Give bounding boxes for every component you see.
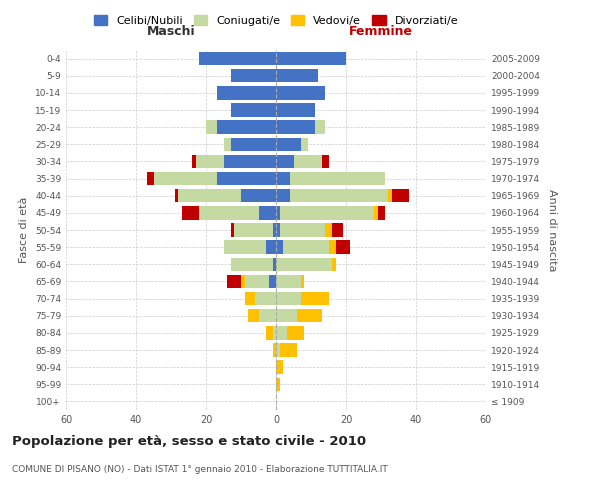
Bar — [332, 224, 343, 236]
Bar — [276, 120, 314, 134]
Bar — [276, 138, 301, 151]
Y-axis label: Anni di nascita: Anni di nascita — [547, 188, 557, 271]
Bar — [276, 104, 314, 117]
Legend: Celibi/Nubili, Coniugati/e, Vedovi/e, Divorziati/e: Celibi/Nubili, Coniugati/e, Vedovi/e, Di… — [89, 10, 463, 30]
Bar — [276, 224, 280, 236]
Bar — [276, 326, 287, 340]
Bar — [241, 189, 276, 202]
Bar — [175, 189, 178, 202]
Bar — [265, 326, 272, 340]
Bar — [272, 224, 276, 236]
Bar — [259, 206, 276, 220]
Y-axis label: Fasce di età: Fasce di età — [19, 197, 29, 263]
Bar — [217, 86, 276, 100]
Bar — [234, 224, 272, 236]
Bar — [154, 172, 217, 186]
Bar — [392, 189, 409, 202]
Bar — [223, 240, 265, 254]
Bar — [377, 206, 385, 220]
Bar — [276, 154, 293, 168]
Bar — [230, 258, 272, 271]
Bar — [276, 344, 280, 356]
Bar — [223, 154, 276, 168]
Bar — [255, 292, 276, 306]
Bar — [322, 154, 329, 168]
Bar — [245, 292, 255, 306]
Bar — [283, 240, 329, 254]
Text: Femmine: Femmine — [349, 25, 413, 38]
Bar — [276, 360, 283, 374]
Bar — [276, 206, 280, 220]
Bar — [182, 206, 199, 220]
Bar — [301, 292, 329, 306]
Bar — [272, 326, 276, 340]
Bar — [276, 69, 318, 82]
Bar — [374, 206, 377, 220]
Bar — [280, 344, 297, 356]
Bar — [276, 172, 290, 186]
Bar — [276, 258, 332, 271]
Bar — [335, 240, 349, 254]
Bar — [230, 69, 276, 82]
Bar — [230, 138, 276, 151]
Bar — [196, 154, 223, 168]
Bar — [259, 309, 276, 322]
Bar — [276, 274, 301, 288]
Bar — [245, 274, 269, 288]
Bar — [280, 224, 325, 236]
Bar — [276, 86, 325, 100]
Text: Popolazione per età, sesso e stato civile - 2010: Popolazione per età, sesso e stato civil… — [12, 435, 366, 448]
Text: Maschi: Maschi — [146, 25, 196, 38]
Bar — [314, 120, 325, 134]
Bar — [241, 274, 245, 288]
Bar — [290, 189, 388, 202]
Bar — [290, 172, 385, 186]
Bar — [230, 104, 276, 117]
Bar — [223, 138, 230, 151]
Bar — [230, 224, 234, 236]
Bar — [276, 309, 297, 322]
Bar — [388, 189, 392, 202]
Bar — [227, 274, 241, 288]
Bar — [265, 240, 276, 254]
Bar — [192, 154, 196, 168]
Bar — [217, 120, 276, 134]
Text: COMUNE DI PISANO (NO) - Dati ISTAT 1° gennaio 2010 - Elaborazione TUTTITALIA.IT: COMUNE DI PISANO (NO) - Dati ISTAT 1° ge… — [12, 465, 388, 474]
Bar — [199, 206, 259, 220]
Bar — [301, 138, 308, 151]
Bar — [248, 309, 259, 322]
Bar — [301, 274, 304, 288]
Bar — [297, 309, 322, 322]
Bar — [272, 258, 276, 271]
Bar — [146, 172, 154, 186]
Bar — [287, 326, 304, 340]
Bar — [272, 344, 276, 356]
Bar — [293, 154, 322, 168]
Bar — [276, 189, 290, 202]
Bar — [217, 172, 276, 186]
Bar — [329, 240, 335, 254]
Bar — [276, 378, 280, 391]
Bar — [276, 292, 301, 306]
Bar — [332, 258, 335, 271]
Bar — [276, 240, 283, 254]
Bar — [206, 120, 217, 134]
Bar — [325, 224, 332, 236]
Bar — [276, 52, 346, 66]
Bar — [178, 189, 241, 202]
Bar — [269, 274, 276, 288]
Bar — [199, 52, 276, 66]
Bar — [280, 206, 374, 220]
